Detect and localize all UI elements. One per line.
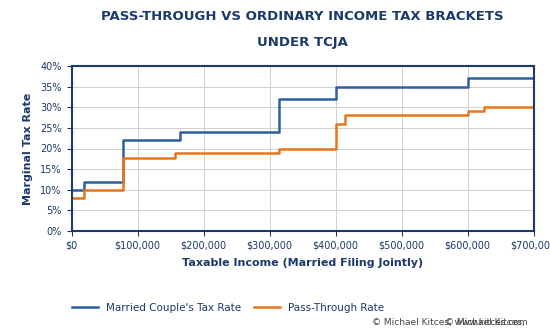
Married Couple's Tax Rate (332, 84, 339, 88)
Married Couple's Tax Rate (332, 97, 339, 101)
X-axis label: Taxable Income (Married Filing Jointly): Taxable Income (Married Filing Jointly) (182, 258, 423, 268)
Pass-Through Rate (464, 110, 471, 114)
Pass-Through Rate (119, 156, 126, 160)
Pass-Through Rate (530, 105, 537, 109)
Text: © Michael Kitces,: © Michael Kitces, (446, 318, 528, 327)
Line: Pass-Through Rate: Pass-Through Rate (72, 107, 534, 198)
Married Couple's Tax Rate (81, 188, 87, 192)
Married Couple's Tax Rate (464, 84, 471, 88)
Pass-Through Rate (481, 105, 487, 109)
Married Couple's Tax Rate (530, 77, 537, 81)
Y-axis label: Marginal Tax Rate: Marginal Tax Rate (23, 92, 33, 205)
Pass-Through Rate (172, 156, 179, 160)
Married Couple's Tax Rate (276, 130, 283, 134)
Legend: Married Couple's Tax Rate, Pass-Through Rate: Married Couple's Tax Rate, Pass-Through … (68, 299, 388, 317)
Text: PASS-THROUGH VS ORDINARY INCOME TAX BRACKETS: PASS-THROUGH VS ORDINARY INCOME TAX BRAC… (101, 10, 504, 23)
Pass-Through Rate (81, 188, 87, 192)
Pass-Through Rate (276, 147, 283, 150)
Pass-Through Rate (342, 122, 349, 126)
Line: Married Couple's Tax Rate: Married Couple's Tax Rate (72, 79, 534, 190)
Married Couple's Tax Rate (276, 97, 283, 101)
Married Couple's Tax Rate (119, 180, 126, 183)
Pass-Through Rate (464, 114, 471, 117)
Married Couple's Tax Rate (177, 130, 184, 134)
Text: UNDER TCJA: UNDER TCJA (257, 36, 348, 49)
Married Couple's Tax Rate (119, 138, 126, 142)
Pass-Through Rate (481, 110, 487, 114)
Pass-Through Rate (172, 150, 179, 154)
Married Couple's Tax Rate (68, 188, 75, 192)
Pass-Through Rate (342, 114, 349, 117)
Pass-Through Rate (68, 196, 75, 200)
Text: © Michael Kitces, www.kitces.com: © Michael Kitces, www.kitces.com (372, 318, 528, 327)
Pass-Through Rate (332, 147, 339, 150)
Pass-Through Rate (81, 196, 87, 200)
Pass-Through Rate (119, 188, 126, 192)
Married Couple's Tax Rate (81, 180, 87, 183)
Pass-Through Rate (276, 150, 283, 154)
Married Couple's Tax Rate (177, 138, 184, 142)
Married Couple's Tax Rate (464, 77, 471, 81)
Pass-Through Rate (332, 122, 339, 126)
